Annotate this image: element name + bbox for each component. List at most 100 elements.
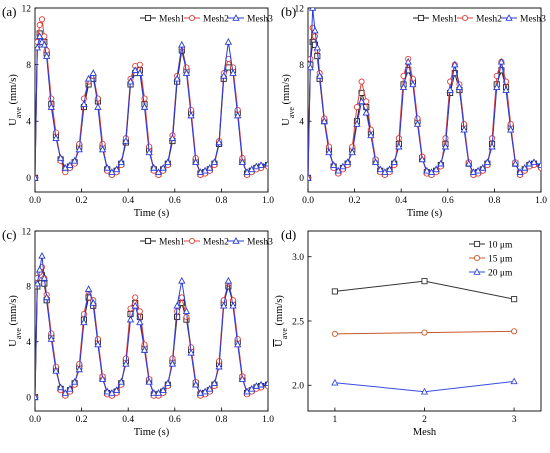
data-point-triangle (35, 43, 41, 51)
x-tick-label: 0.6 (442, 196, 454, 206)
y-axis-label: Uave (mm/s) (8, 295, 23, 347)
series-group (331, 278, 518, 395)
data-point-circle (36, 21, 43, 29)
data-point-circle (38, 16, 46, 23)
data-point-triangle (112, 386, 121, 393)
data-point-triangle (325, 148, 333, 156)
y-tick-label: 0 (299, 174, 304, 184)
data-point-triangle (192, 158, 200, 166)
data-point-triangle (126, 77, 135, 85)
legend-label: Mesh3 (247, 14, 273, 24)
data-point-triangle (75, 145, 83, 153)
data-point-triangle (455, 83, 464, 91)
data-point-triangle (511, 159, 520, 167)
data-point-triangle (136, 69, 144, 76)
data-point-triangle (36, 265, 44, 273)
y-tick-label: 4 (26, 338, 31, 348)
data-point-triangle (413, 120, 422, 127)
data-point-triangle (206, 164, 214, 171)
data-point-circle (136, 61, 143, 68)
y-tick-label: 0 (26, 174, 31, 184)
data-point-triangle (66, 384, 74, 392)
data-point-circle (331, 330, 338, 337)
data-point-triangle (238, 158, 247, 166)
y-tick-label: 8 (299, 61, 304, 71)
data-point-triangle (385, 165, 394, 173)
panel-a: (a) 0.0 0.2 0.4 0.6 0.8 1.0 0 4 8 12 Time (s) Uave … (2, 4, 274, 219)
data-point-triangle (404, 57, 412, 65)
data-point-triangle (126, 315, 135, 323)
data-point-triangle (40, 274, 48, 281)
series-group (308, 8, 541, 181)
data-point-triangle (150, 389, 158, 396)
x-tick-label: 0.8 (215, 415, 227, 425)
data-point-triangle (140, 103, 149, 110)
legend-label: Mesh1 (432, 14, 458, 24)
data-point-triangle (40, 40, 48, 48)
y-axis-label-unit: (mm/s) (281, 74, 292, 105)
data-point-triangle (164, 158, 172, 166)
data-point-triangle (339, 162, 347, 170)
data-point-triangle (348, 148, 356, 156)
data-point-triangle (516, 168, 524, 175)
y-axis-label-main: U (8, 118, 19, 126)
data-point-triangle (66, 161, 74, 168)
x-tick-label: 0.0 (29, 196, 41, 206)
data-point-triangle (42, 52, 51, 59)
data-point-triangle (154, 168, 163, 175)
data-point-triangle (220, 72, 228, 79)
y-axis-label-unit: (mm/s) (274, 295, 285, 326)
data-point-triangle (502, 86, 510, 93)
data-point-triangle (84, 74, 93, 82)
data-point-triangle (224, 276, 233, 284)
data-point-triangle (420, 387, 429, 395)
x-axis-label: Time (s) (134, 208, 170, 219)
data-point-triangle (42, 293, 51, 301)
data-point-triangle (343, 158, 352, 166)
data-point-circle (188, 237, 196, 245)
x-tick-label: 0.2 (76, 415, 88, 425)
data-point-triangle (229, 301, 237, 309)
y-tick-label: 4 (299, 118, 304, 128)
legend-label: Mesh3 (520, 14, 546, 24)
data-point-triangle (357, 97, 366, 105)
data-point-triangle (537, 161, 541, 168)
legend-label: Mesh1 (159, 237, 185, 247)
y-axis-label-sub: ave (14, 107, 23, 119)
data-point-circle (358, 78, 365, 85)
data-point-triangle (238, 375, 247, 382)
data-point-triangle (192, 380, 200, 388)
data-point-circle (311, 33, 319, 40)
data-point-square (473, 240, 481, 248)
data-point-triangle (510, 377, 518, 385)
panel-label: (b) (281, 4, 296, 19)
data-point-triangle (182, 307, 191, 315)
data-point-circle (493, 72, 500, 79)
data-point-circle (136, 308, 143, 315)
data-point-triangle (390, 158, 398, 166)
legend-label: Mesh2 (476, 14, 502, 24)
y-axis-label-sub: ave (14, 328, 23, 340)
x-axis-label: Time (s) (134, 427, 170, 438)
data-point-triangle (145, 377, 153, 385)
y-tick-label: 2.5 (292, 317, 304, 327)
data-point-triangle (98, 145, 107, 153)
data-point-triangle (187, 348, 195, 356)
y-axis-label: Uave (mm/s) (274, 295, 289, 347)
data-point-triangle (56, 383, 65, 391)
data-point-triangle (215, 362, 223, 370)
data-point-triangle (331, 378, 339, 386)
data-point-triangle (215, 138, 223, 146)
y-tick-label: 8 (26, 283, 31, 293)
data-point-triangle (367, 131, 375, 139)
data-point-triangle (371, 158, 380, 166)
x-tick-label: 0.8 (488, 196, 500, 206)
data-point-triangle (446, 86, 454, 93)
legend-label: Mesh2 (203, 14, 229, 24)
data-point-triangle (36, 32, 44, 40)
data-point-triangle (232, 237, 240, 244)
data-point-circle (421, 329, 428, 336)
data-point-triangle (329, 161, 338, 168)
plot-frame (307, 230, 542, 412)
data-point-triangle (136, 318, 144, 326)
